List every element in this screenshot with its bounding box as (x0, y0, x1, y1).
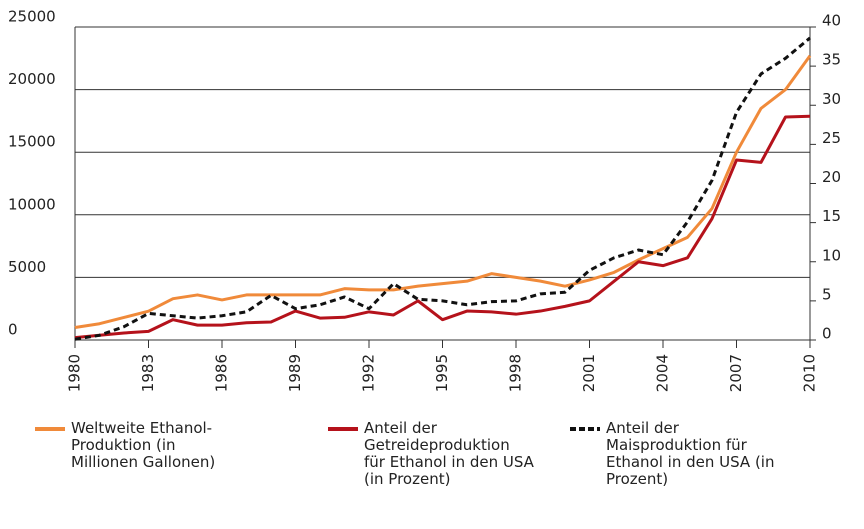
x-tick-label: 1980 (66, 354, 84, 392)
legend-label: Anteil der Maisproduktion für Ethanol in… (606, 419, 775, 488)
x-tick-label: 2007 (727, 354, 745, 392)
x-tick-label: 1983 (139, 354, 157, 392)
y2-tick-label: 35 (822, 51, 841, 69)
x-tick-label: 2010 (801, 354, 819, 392)
y2-tick-label: 40 (822, 12, 841, 30)
x-tick-label: 1998 (507, 354, 525, 392)
x-tick-label: 2004 (654, 354, 672, 392)
y2-tick-label: 15 (822, 207, 841, 225)
series-line (74, 114, 811, 340)
legend-item: Anteil der Getreideproduktion für Ethano… (328, 420, 534, 488)
x-tick-label: 2001 (580, 354, 598, 392)
y2-tick-label: 30 (822, 90, 841, 108)
legend-item: Anteil der Maisproduktion für Ethanol in… (570, 420, 776, 488)
y2-tick-label: 10 (822, 246, 841, 264)
y-tick-label: 5000 (8, 258, 46, 276)
x-tick-label: 1989 (286, 354, 304, 392)
y-tick-label: 10000 (8, 195, 56, 213)
legend-key (328, 427, 358, 431)
y-tick-label: 15000 (8, 133, 56, 151)
y-tick-label: 20000 (8, 70, 56, 88)
legend-item: Weltweite Ethanol-Produktion (in Million… (35, 420, 241, 471)
x-tick-label: 1995 (433, 354, 451, 392)
y-tick-label: 0 (8, 321, 18, 339)
legend-label: Weltweite Ethanol-Produktion (in Million… (71, 419, 216, 471)
series-line (74, 54, 812, 329)
y2-tick-label: 5 (822, 285, 832, 303)
y-tick-label: 25000 (8, 8, 56, 26)
y2-tick-label: 0 (822, 325, 832, 343)
series-line (74, 36, 811, 341)
legend-label: Anteil der Getreideproduktion für Ethano… (364, 419, 534, 488)
legend-key (35, 427, 65, 431)
y2-tick-label: 20 (822, 168, 841, 186)
legend-key (570, 427, 600, 431)
x-tick-label: 1992 (360, 354, 378, 392)
x-tick-label: 1986 (213, 354, 231, 392)
plot: 0 5000 10000 15000 20000 25000 0 5 10 15 20 25 30 35 4… (8, 8, 841, 393)
y2-tick-label: 25 (822, 129, 841, 147)
